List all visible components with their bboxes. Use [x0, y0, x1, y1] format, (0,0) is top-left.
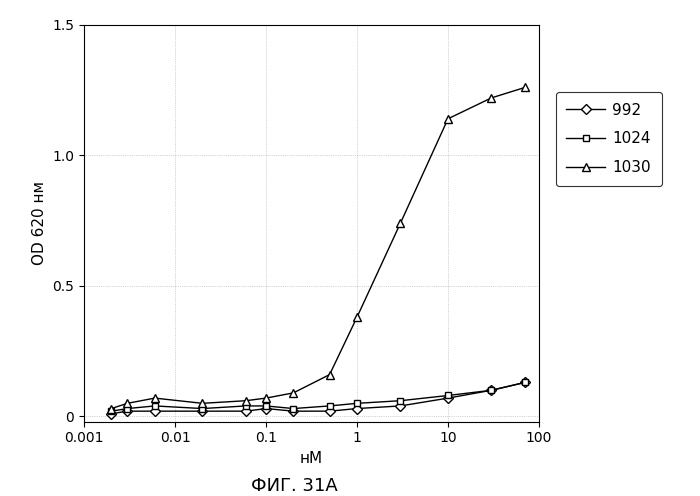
992: [123, 408, 132, 414]
1024: [150, 403, 159, 409]
992: [241, 408, 250, 414]
1024: [123, 406, 132, 412]
1024: [353, 400, 361, 406]
992: [107, 411, 116, 417]
Line: 1024: 1024: [108, 379, 528, 415]
1030: [150, 395, 159, 401]
1030: [444, 116, 452, 122]
X-axis label: нM: нM: [300, 451, 323, 466]
992: [262, 406, 270, 412]
992: [521, 379, 529, 385]
Line: 1030: 1030: [107, 83, 529, 413]
1024: [241, 403, 250, 409]
1024: [326, 403, 334, 409]
1030: [487, 95, 496, 101]
1024: [396, 398, 405, 404]
Legend: 992, 1024, 1030: 992, 1024, 1030: [556, 92, 662, 186]
1030: [123, 400, 132, 406]
992: [326, 408, 334, 414]
1030: [107, 406, 116, 412]
1024: [289, 406, 298, 412]
1030: [262, 395, 270, 401]
1030: [326, 372, 334, 377]
1030: [289, 390, 298, 396]
Y-axis label: OD 620 нм: OD 620 нм: [32, 181, 47, 265]
Text: ФИГ. 31А: ФИГ. 31А: [251, 477, 337, 495]
1024: [487, 387, 496, 393]
1030: [198, 400, 206, 406]
992: [289, 408, 298, 414]
1030: [396, 220, 405, 226]
Line: 992: 992: [108, 379, 528, 417]
992: [353, 406, 361, 412]
992: [444, 395, 452, 401]
1024: [521, 379, 529, 385]
992: [487, 387, 496, 393]
1024: [262, 403, 270, 409]
1024: [107, 408, 116, 414]
1024: [444, 392, 452, 398]
992: [198, 408, 206, 414]
1030: [521, 84, 529, 90]
1030: [241, 398, 250, 404]
992: [396, 403, 405, 409]
992: [150, 408, 159, 414]
1024: [198, 406, 206, 412]
1030: [353, 314, 361, 320]
